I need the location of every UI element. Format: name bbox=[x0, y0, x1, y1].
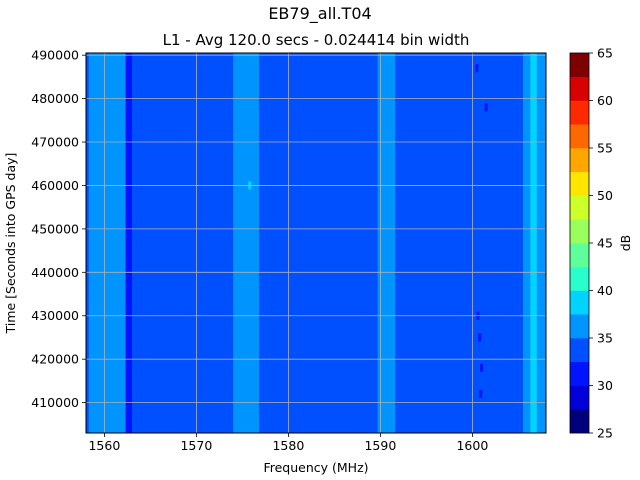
x-tick-label: 1570 bbox=[180, 438, 212, 453]
heatmap-band bbox=[242, 53, 252, 433]
colorbar-tick-label: 55 bbox=[597, 141, 613, 156]
colorbar-segment bbox=[570, 76, 589, 101]
colorbar-tick-label: 60 bbox=[597, 93, 613, 108]
colorbar-tick-label: 65 bbox=[597, 46, 613, 61]
colorbar-label: dB bbox=[618, 235, 633, 252]
colorbar-segment bbox=[570, 338, 589, 363]
colorbar-tick-label: 35 bbox=[597, 331, 613, 346]
x-tick-label: 1560 bbox=[88, 438, 120, 453]
x-tick-label: 1590 bbox=[364, 438, 396, 453]
x-axis: 1560 1570 1580 1590 1600 bbox=[88, 433, 488, 453]
x-axis-label: Frequency (MHz) bbox=[263, 460, 368, 475]
colorbar-segment bbox=[570, 361, 589, 386]
heatmap-spot bbox=[479, 389, 483, 398]
colorbar-segment bbox=[570, 385, 589, 410]
y-tick-label: 480000 bbox=[31, 91, 79, 106]
heatmap-band bbox=[125, 53, 132, 433]
colorbar-segment bbox=[570, 124, 589, 149]
colorbar-tick-label: 45 bbox=[597, 236, 613, 251]
colorbar-segment bbox=[570, 409, 589, 434]
y-axis-label: Time [Seconds into GPS day] bbox=[3, 153, 18, 335]
y-tick-label: 420000 bbox=[31, 352, 79, 367]
heatmap-spot bbox=[475, 64, 479, 73]
colorbar-segment bbox=[570, 195, 589, 220]
colorbar-tick-label: 25 bbox=[597, 426, 613, 441]
heatmap-band bbox=[530, 53, 537, 433]
colorbar-tick-label: 30 bbox=[597, 378, 613, 393]
colorbar-segment bbox=[570, 171, 589, 196]
colorbar-segment bbox=[570, 219, 589, 244]
heatmap-spot bbox=[484, 103, 488, 112]
y-tick-label: 410000 bbox=[31, 395, 79, 410]
colorbar-segment bbox=[570, 100, 589, 125]
y-axis: 410000 420000 430000 440000 450000 460000 4700… bbox=[31, 48, 86, 410]
colorbar: 25 30 35 40 45 50 55 60 65 bbox=[569, 46, 613, 441]
colorbar-segment bbox=[570, 266, 589, 291]
heatmap-band bbox=[377, 53, 396, 433]
colorbar-segment bbox=[570, 290, 589, 315]
heatmap-plot-area bbox=[85, 52, 547, 434]
x-tick-label: 1580 bbox=[272, 438, 304, 453]
y-tick-label: 470000 bbox=[31, 135, 79, 150]
plot-frame bbox=[85, 52, 547, 434]
x-tick-label: 1600 bbox=[456, 438, 488, 453]
y-tick-label: 460000 bbox=[31, 178, 79, 193]
y-tick-label: 430000 bbox=[31, 308, 79, 323]
heatmap-band bbox=[88, 53, 126, 433]
heatmap-background bbox=[86, 53, 546, 433]
colorbar-segment bbox=[570, 148, 589, 173]
colorbar-tick-label: 40 bbox=[597, 283, 613, 298]
heatmap-spot bbox=[478, 333, 482, 342]
colorbar-segment bbox=[570, 53, 589, 78]
y-tick-label: 450000 bbox=[31, 221, 79, 236]
colorbar-segment bbox=[570, 243, 589, 268]
colorbar-segment bbox=[570, 314, 589, 339]
y-tick-label: 490000 bbox=[31, 48, 79, 63]
chart-title: EB79_all.T04 bbox=[268, 4, 371, 24]
heatmap-spot bbox=[480, 363, 484, 372]
chart-subtitle: L1 - Avg 120.0 secs - 0.024414 bin width bbox=[163, 31, 470, 49]
colorbar-tick-label: 50 bbox=[597, 188, 613, 203]
y-tick-label: 440000 bbox=[31, 265, 79, 280]
